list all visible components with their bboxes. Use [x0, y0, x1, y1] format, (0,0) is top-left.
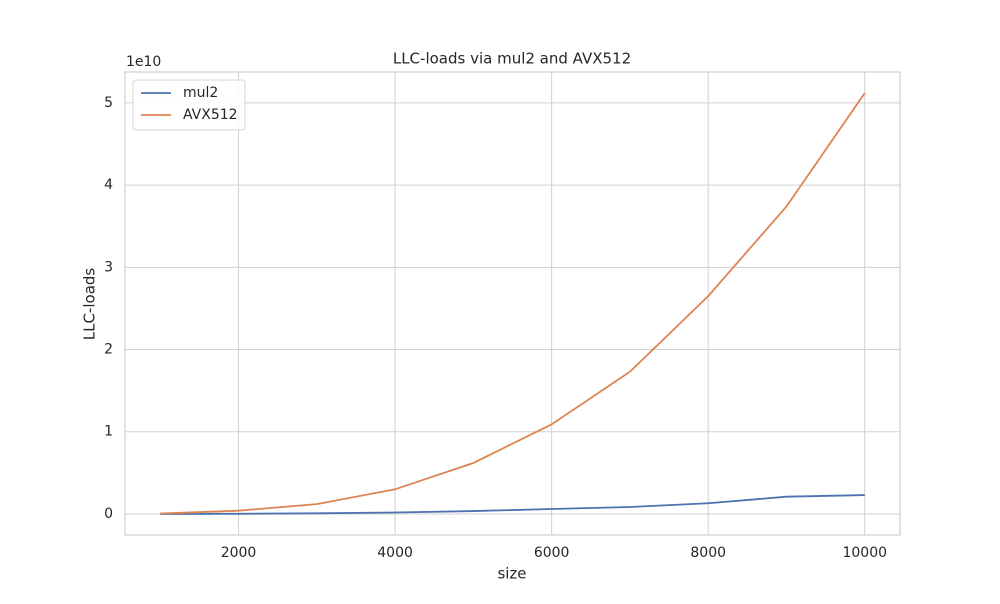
line: [160, 92, 866, 515]
y-tick-label: 5: [104, 95, 113, 111]
x-axis-label: size: [497, 565, 526, 583]
chart-title: LLC-loads via mul2 and AVX512: [393, 50, 631, 68]
y-tick-label: 1: [104, 424, 113, 440]
y-axis-label: LLC-loads: [81, 268, 99, 341]
y-tick-label: 4: [104, 177, 113, 193]
y-offset-label: 1e10: [126, 54, 161, 70]
plot-frame: [124, 71, 901, 536]
x-tick-label: 4000: [377, 545, 413, 561]
x-tick-label: 10000: [842, 545, 887, 561]
line: [160, 494, 865, 515]
y-tick-label: 2: [104, 342, 113, 358]
x-tick-label: 2000: [221, 545, 257, 561]
x-tick-label: 6000: [534, 545, 570, 561]
legend-label: AVX512: [183, 107, 238, 123]
x-tick-label: 8000: [690, 545, 726, 561]
legend-label: mul2: [183, 85, 218, 101]
y-tick-label: 0: [104, 506, 113, 522]
y-tick-label: 3: [104, 259, 113, 275]
